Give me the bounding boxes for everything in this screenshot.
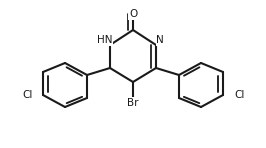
Text: Cl: Cl [23,90,33,100]
Text: N: N [156,35,164,45]
Text: HN: HN [97,35,113,45]
Text: Br: Br [127,98,139,108]
Text: Cl: Cl [235,90,245,100]
Text: O: O [129,9,137,19]
